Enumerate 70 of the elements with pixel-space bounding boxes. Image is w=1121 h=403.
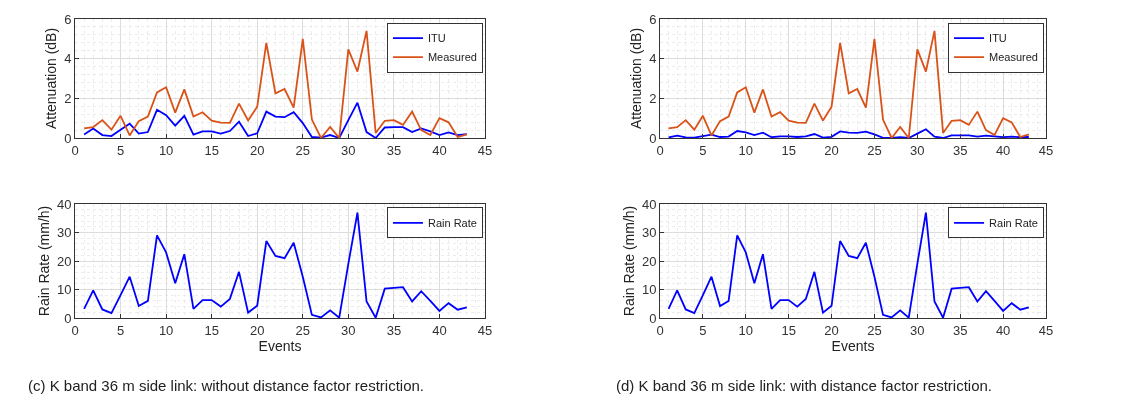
x-tick-label: 35 bbox=[386, 142, 402, 158]
x-tick-label: 40 bbox=[432, 142, 447, 158]
y-tick-label: 4 bbox=[649, 51, 657, 67]
x-tick-label: 30 bbox=[341, 322, 356, 338]
y-axis-title: Rain Rate (mm/h) bbox=[35, 205, 52, 317]
x-tick-label: 10 bbox=[738, 142, 754, 158]
y-tick-label: 0 bbox=[649, 130, 657, 146]
legend-label: Rain Rate bbox=[989, 217, 1038, 230]
y-axis-title: Rain Rate (mm/h) bbox=[620, 205, 637, 317]
y-tick-label: 40 bbox=[641, 196, 657, 212]
legend-label: Rain Rate bbox=[427, 217, 477, 230]
x-tick-label: 5 bbox=[699, 142, 707, 158]
x-tick-label: 30 bbox=[910, 322, 925, 338]
x-tick-label: 15 bbox=[204, 142, 219, 158]
x-tick-label: 15 bbox=[781, 142, 796, 158]
y-tick-label: 0 bbox=[64, 130, 72, 146]
y-tick-label: 30 bbox=[56, 225, 72, 241]
x-tick-label: 40 bbox=[995, 322, 1011, 338]
x-tick-label: 45 bbox=[477, 142, 493, 158]
legend-label: ITU bbox=[989, 32, 1007, 45]
x-tick-label: 5 bbox=[699, 322, 707, 338]
y-tick-label: 6 bbox=[64, 11, 72, 27]
x-axis-title: Events bbox=[831, 337, 875, 354]
y-tick-label: 6 bbox=[649, 11, 657, 27]
x-tick-label: 15 bbox=[781, 322, 796, 338]
legend-label: ITU bbox=[427, 32, 446, 45]
x-tick-label: 20 bbox=[824, 322, 839, 338]
x-tick-label: 5 bbox=[116, 142, 125, 158]
legend-label: Measured bbox=[989, 51, 1038, 64]
y-tick-label: 40 bbox=[56, 196, 72, 212]
y-tick-label: 20 bbox=[641, 253, 657, 269]
y-tick-label: 0 bbox=[649, 310, 657, 326]
x-tick-label: 25 bbox=[867, 322, 882, 338]
x-tick-label: 10 bbox=[738, 322, 754, 338]
x-tick-label: 45 bbox=[1038, 142, 1054, 158]
y-tick-label: 2 bbox=[64, 90, 72, 106]
x-tick-label: 15 bbox=[204, 322, 219, 338]
x-tick-label: 35 bbox=[386, 322, 402, 338]
x-tick-label: 20 bbox=[824, 142, 839, 158]
x-axis-title: Events bbox=[258, 337, 302, 354]
y-tick-label: 10 bbox=[56, 282, 72, 298]
line-series bbox=[667, 128, 1030, 138]
y-tick-label: 0 bbox=[64, 310, 72, 326]
text: (c) K band 36 m side link: without distance factor restriction. bbox=[28, 377, 425, 394]
x-tick-label: 10 bbox=[158, 142, 174, 158]
x-tick-label: 10 bbox=[158, 322, 174, 338]
y-axis-title: Attenuation (dB) bbox=[42, 27, 59, 130]
x-tick-label: 45 bbox=[1038, 322, 1054, 338]
text: (d) K band 36 m side link: with distance factor restriction. bbox=[616, 377, 992, 394]
y-tick-label: 4 bbox=[64, 51, 72, 67]
y-tick-label: 10 bbox=[641, 282, 657, 298]
x-tick-label: 25 bbox=[295, 142, 311, 158]
y-tick-label: 30 bbox=[641, 225, 657, 241]
x-tick-label: 40 bbox=[432, 322, 447, 338]
line-series bbox=[83, 101, 468, 138]
x-tick-label: 5 bbox=[116, 322, 125, 338]
x-tick-label: 30 bbox=[341, 142, 356, 158]
x-tick-label: 25 bbox=[295, 322, 311, 338]
y-axis-title: Attenuation (dB) bbox=[627, 27, 644, 130]
x-tick-label: 35 bbox=[952, 322, 968, 338]
y-tick-label: 20 bbox=[56, 253, 72, 269]
x-tick-label: 20 bbox=[249, 322, 265, 338]
y-tick-label: 2 bbox=[649, 90, 657, 106]
legend-label: Measured bbox=[427, 51, 477, 64]
x-tick-label: 20 bbox=[249, 142, 265, 158]
x-tick-label: 35 bbox=[952, 142, 968, 158]
x-tick-label: 40 bbox=[995, 142, 1011, 158]
x-tick-label: 45 bbox=[477, 322, 493, 338]
x-tick-label: 25 bbox=[867, 142, 882, 158]
x-tick-label: 30 bbox=[910, 142, 925, 158]
